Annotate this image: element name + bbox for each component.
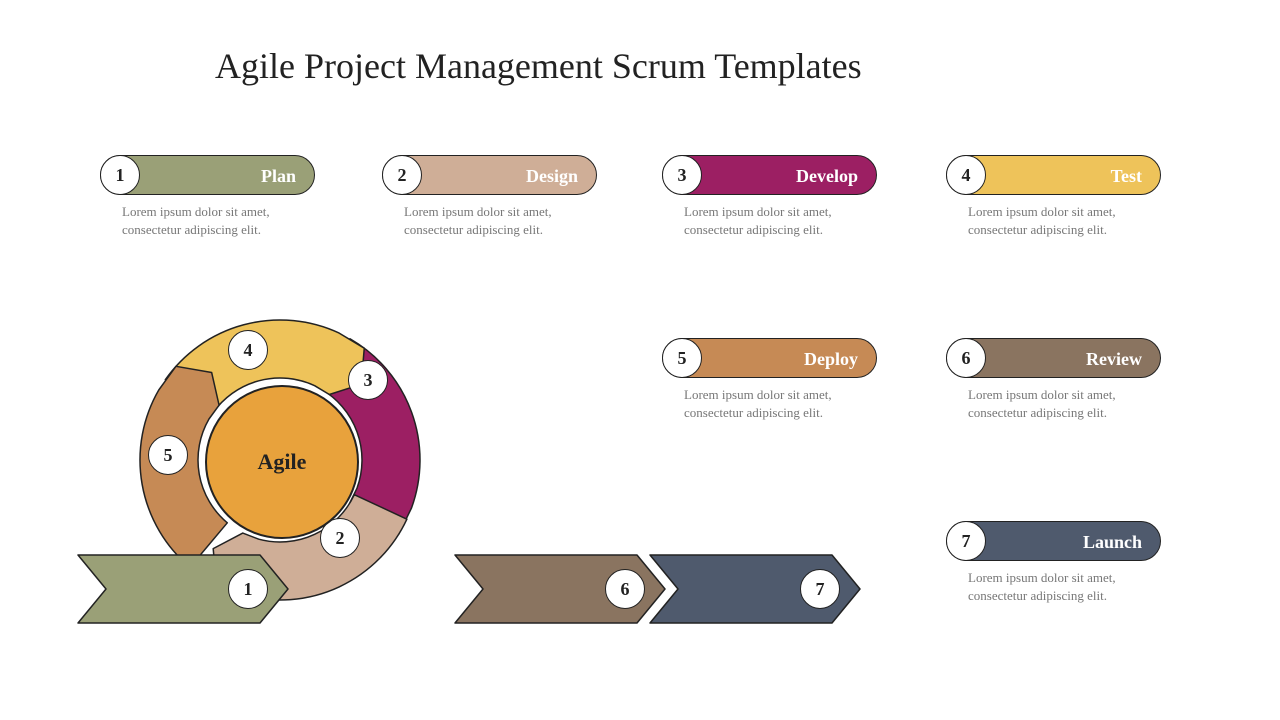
step-description: Lorem ipsum dolor sit amet, consectetur … — [968, 386, 1173, 421]
step-number: 5 — [662, 338, 702, 378]
cycle-badge-4: 4 — [228, 330, 268, 370]
step-label: Deploy — [804, 339, 858, 379]
step-description: Lorem ipsum dolor sit amet, consectetur … — [968, 569, 1173, 604]
step-number: 7 — [946, 521, 986, 561]
step-label: Design — [526, 156, 578, 196]
step-number: 1 — [100, 155, 140, 195]
step-pill-launch: 7 Launch — [946, 521, 1161, 561]
step-label: Plan — [261, 156, 296, 196]
step-number: 2 — [382, 155, 422, 195]
step-label: Test — [1111, 156, 1142, 196]
arrow-badge-1: 1 — [228, 569, 268, 609]
cycle-center: Agile — [205, 385, 359, 539]
arrow-badge-6: 6 — [605, 569, 645, 609]
step-pill-test: 4 Test — [946, 155, 1161, 195]
step-description: Lorem ipsum dolor sit amet, consectetur … — [968, 203, 1173, 238]
step-pill-design: 2 Design — [382, 155, 597, 195]
step-description: Lorem ipsum dolor sit amet, consectetur … — [684, 203, 889, 238]
step-pill-deploy: 5 Deploy — [662, 338, 877, 378]
step-pill-review: 6 Review — [946, 338, 1161, 378]
step-pill-plan: 1 Plan — [100, 155, 315, 195]
step-description: Lorem ipsum dolor sit amet, consectetur … — [122, 203, 327, 238]
arrow-badge-7: 7 — [800, 569, 840, 609]
step-number: 3 — [662, 155, 702, 195]
step-label: Review — [1086, 339, 1142, 379]
cycle-badge-3: 3 — [348, 360, 388, 400]
step-description: Lorem ipsum dolor sit amet, consectetur … — [684, 386, 889, 421]
step-number: 6 — [946, 338, 986, 378]
step-number: 4 — [946, 155, 986, 195]
step-pill-develop: 3 Develop — [662, 155, 877, 195]
step-description: Lorem ipsum dolor sit amet, consectetur … — [404, 203, 609, 238]
cycle-badge-5: 5 — [148, 435, 188, 475]
page-title: Agile Project Management Scrum Templates — [215, 45, 862, 87]
step-label: Launch — [1083, 522, 1142, 562]
step-label: Develop — [796, 156, 858, 196]
